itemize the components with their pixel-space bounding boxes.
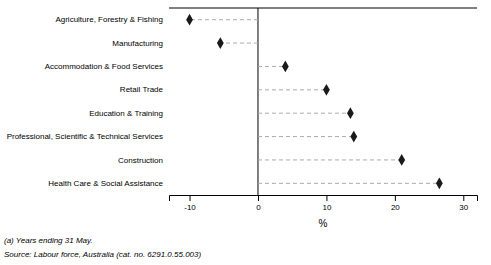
y-tick: Manufacturing (112, 39, 163, 48)
y-tick-label: Construction (118, 155, 163, 164)
y-tick: Accommodation & Food Services (45, 62, 163, 71)
stem (258, 136, 354, 137)
stem (220, 43, 258, 44)
y-tick: Education & Training (89, 109, 163, 118)
x-axis-title: % (319, 218, 328, 229)
x-tick-label: 20 (391, 203, 400, 212)
x-tick-mark (463, 195, 464, 201)
zero-line (257, 8, 258, 195)
y-tick: Retail Trade (120, 85, 164, 94)
x-tick-label: 0 (256, 203, 261, 212)
stem (258, 66, 285, 67)
chart: -10 0 10 20 30 Agriculture, Forestry & Fishin… (0, 0, 491, 265)
stem (258, 183, 439, 184)
x-tick-mark (395, 195, 396, 201)
stem (258, 159, 402, 160)
x-tick-mark (190, 195, 191, 201)
plot-area (186, 8, 443, 195)
x-tick-label: 30 (459, 203, 468, 212)
x-axis: -10 0 10 20 30 (170, 195, 478, 212)
y-tick-label: Accommodation & Food Services (45, 62, 163, 71)
y-tick-label: Agriculture, Forestry & Fishing (55, 15, 163, 24)
y-axis: Agriculture, Forestry & Fishing Manufactu… (7, 15, 164, 188)
dot (436, 177, 443, 189)
y-tick-label: Retail Trade (120, 85, 164, 94)
dot (323, 84, 330, 96)
footnote: (a) Years ending 31 May. (4, 236, 93, 245)
x-tick: 30 (459, 195, 468, 212)
x-axis-line (170, 196, 478, 202)
y-tick: Agriculture, Forestry & Fishing (55, 15, 163, 24)
dot (186, 14, 193, 26)
footnote: Source: Labour force, Australia (cat. no… (4, 250, 201, 259)
y-tick: Construction (118, 155, 163, 164)
y-tick-label: Manufacturing (112, 39, 163, 48)
x-tick-label: -10 (184, 203, 196, 212)
y-tick-label: Professional, Scientific & Technical Ser… (7, 132, 163, 141)
stem (190, 19, 258, 20)
dot (347, 107, 354, 119)
plot-frame (169, 8, 477, 9)
dot (217, 37, 224, 49)
y-tick: Health Care & Social Assistance (48, 179, 163, 188)
x-tick-label: 10 (322, 203, 331, 212)
y-tick-label: Education & Training (89, 109, 163, 118)
x-tick-mark (326, 195, 327, 201)
y-tick: Professional, Scientific & Technical Ser… (7, 132, 163, 141)
stem (258, 89, 326, 90)
dot (398, 154, 405, 166)
x-tick: -10 (184, 195, 196, 212)
dot (350, 131, 357, 143)
x-tick: 0 (256, 195, 261, 212)
x-tick-mark (258, 195, 259, 201)
stem (258, 113, 350, 114)
dot (282, 61, 289, 73)
x-tick: 20 (391, 195, 400, 212)
y-tick-label: Health Care & Social Assistance (48, 179, 163, 188)
x-tick: 10 (322, 195, 331, 212)
